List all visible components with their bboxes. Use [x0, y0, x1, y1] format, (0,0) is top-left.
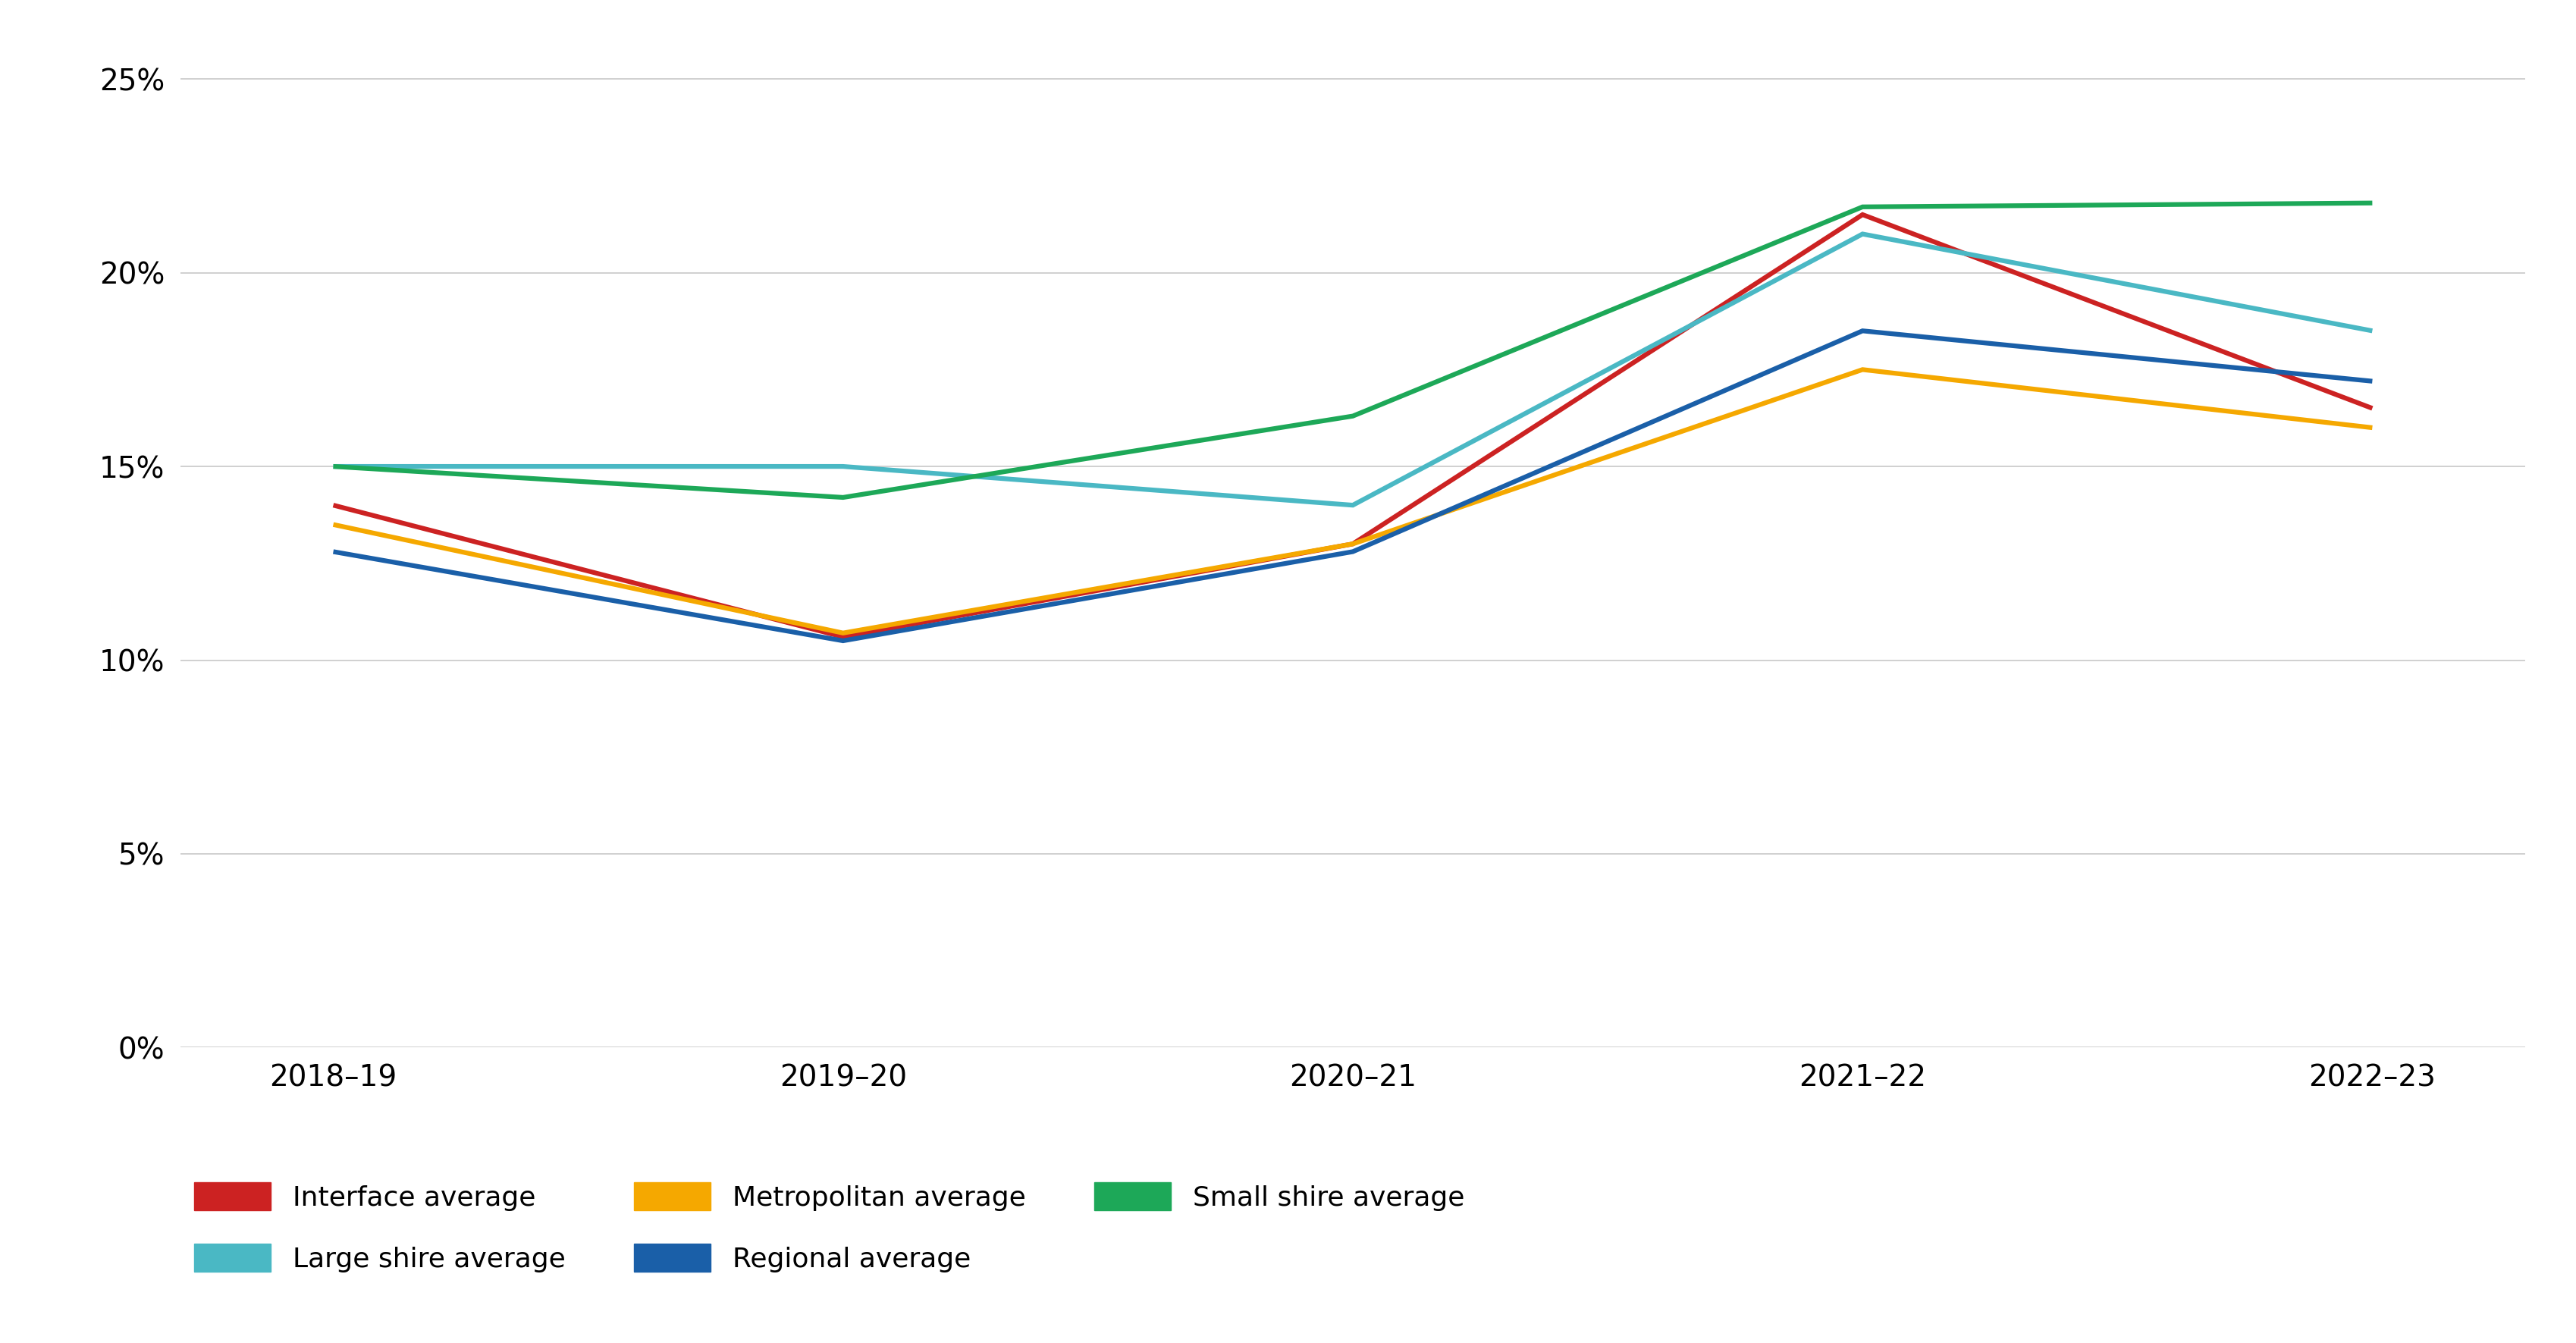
- Legend: Interface average, Large shire average, Metropolitan average, Regional average, : Interface average, Large shire average, …: [193, 1182, 1463, 1272]
